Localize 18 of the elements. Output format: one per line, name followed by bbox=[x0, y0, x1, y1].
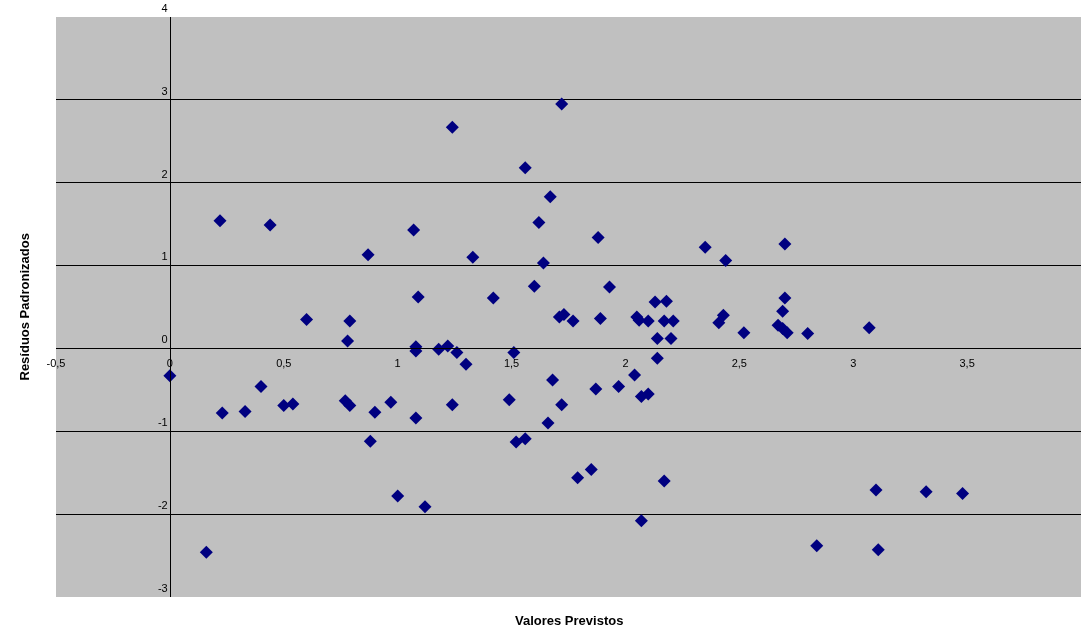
y-tick-label: -3 bbox=[157, 581, 168, 594]
y-tick-label: 2 bbox=[161, 167, 168, 180]
y-axis-title: Resíduos Padronizados bbox=[16, 233, 32, 381]
y-tick-label: -1 bbox=[157, 416, 168, 429]
x-tick-label: 3,5 bbox=[959, 356, 975, 369]
y-tick-label: 3 bbox=[161, 84, 168, 97]
x-tick-label: -0,5 bbox=[46, 356, 66, 369]
y-tick-label: 1 bbox=[161, 250, 168, 263]
x-tick-label: 0,5 bbox=[276, 356, 292, 369]
x-tick-label: 2,5 bbox=[731, 356, 747, 369]
y-tick-label: 4 bbox=[161, 1, 168, 14]
x-tick-label: 3 bbox=[850, 356, 857, 369]
y-tick-label: 0 bbox=[161, 333, 168, 346]
x-tick-label: 2 bbox=[622, 356, 629, 369]
y-tick-label: -2 bbox=[157, 498, 168, 511]
x-tick-label: 1,5 bbox=[503, 356, 520, 369]
x-axis-title: Valores Previstos bbox=[515, 613, 624, 628]
x-tick-label: 1 bbox=[394, 356, 401, 369]
